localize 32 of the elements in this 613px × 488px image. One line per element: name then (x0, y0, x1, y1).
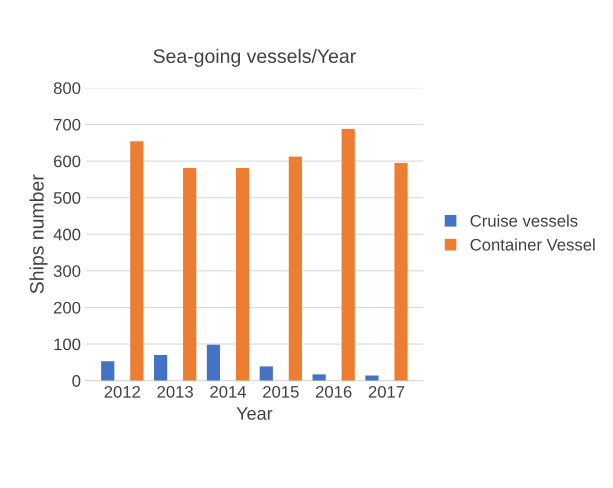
chart-title: Sea-going vessels/Year (153, 48, 356, 67)
bar (342, 128, 355, 381)
y-axis-title: Ships number (29, 174, 48, 294)
x-axis-title: Year (236, 407, 272, 420)
x-tick-label: 2016 (316, 386, 352, 398)
y-tick-label: 700 (54, 118, 80, 131)
y-tick-label: 300 (54, 265, 80, 278)
y-tick-label: 100 (54, 338, 80, 350)
bar (260, 366, 273, 381)
x-tick-label: 2013 (157, 386, 193, 398)
y-tick-label: 600 (54, 155, 80, 168)
y-tick-label: 0 (72, 375, 80, 387)
bar (288, 156, 302, 381)
y-tick-label: 400 (54, 228, 80, 240)
bar (101, 361, 114, 381)
bar (183, 168, 196, 381)
legend-label: Cruise vessels (470, 214, 578, 227)
bar (312, 374, 326, 381)
x-tick-label: 2015 (263, 386, 299, 398)
bar (394, 162, 408, 381)
bar (236, 168, 250, 381)
x-tick-label: 2012 (104, 386, 140, 398)
y-tick-label: 800 (54, 82, 80, 94)
bar (206, 344, 220, 381)
bar (130, 141, 144, 381)
legend-label: Container Vessel (470, 238, 595, 251)
x-tick-label: 2017 (368, 386, 404, 398)
bar (365, 376, 379, 381)
y-tick-label: 500 (54, 192, 80, 204)
x-tick-label: 2014 (210, 386, 246, 398)
y-tick-label: 200 (54, 302, 80, 314)
bar (154, 355, 168, 381)
